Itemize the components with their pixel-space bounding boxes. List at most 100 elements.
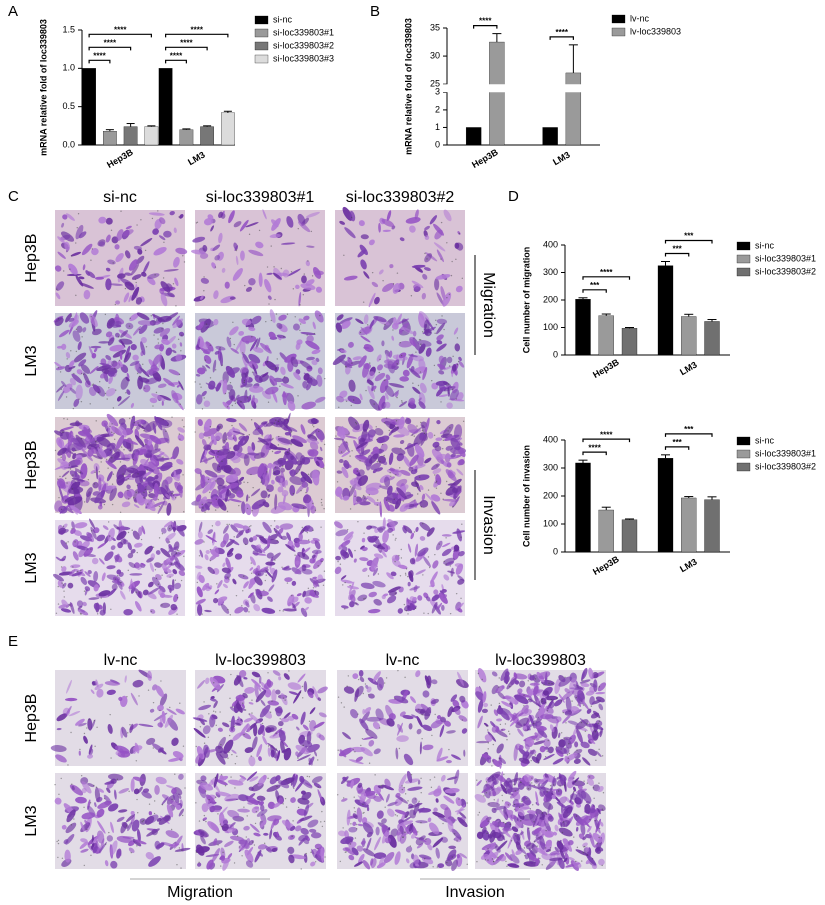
pore [351,450,353,452]
cell [195,373,201,377]
pore [83,806,85,809]
pore [62,584,65,586]
pore [90,259,92,261]
cell [101,572,106,582]
cell [213,290,219,300]
y-tick-label: 0.0 [62,139,75,149]
pore [179,403,181,405]
pore [537,762,540,764]
pore [598,782,600,784]
pore [301,685,304,688]
pore [515,835,517,837]
pore [551,682,553,685]
significance-bracket [88,59,111,64]
cell [200,295,204,300]
pore [280,267,283,270]
cell [427,431,434,439]
cell [58,527,67,535]
pore [246,815,248,817]
cell [224,281,230,289]
pore [507,804,510,806]
cell [369,319,375,329]
cell [87,569,92,575]
cell [434,445,442,452]
pore [199,718,201,720]
pore [211,525,214,527]
pore [354,495,356,498]
pore [365,389,367,392]
cell [381,550,387,558]
cell [339,220,346,225]
cell [248,278,256,286]
cell [399,469,411,476]
cell [399,439,405,445]
pore [442,448,444,450]
cell [341,438,350,453]
cell [373,598,382,606]
pore [203,819,205,822]
pore [284,797,287,800]
y-tick-label: 1.5 [62,24,75,34]
cell [207,529,213,535]
cell [281,535,288,540]
cell [388,350,393,358]
cell [146,276,156,286]
pore [424,432,426,434]
pore [205,790,207,792]
pore [384,323,386,326]
cell [306,486,309,493]
pore [354,549,356,552]
cell [60,231,75,242]
pore [421,430,424,432]
pore [93,483,96,485]
pore [362,692,365,695]
cell [129,313,139,322]
pore [428,566,431,569]
cell [378,269,384,275]
pore [230,367,232,369]
pore [181,849,183,851]
cell [149,608,156,614]
pore [176,549,179,551]
pore [155,391,158,394]
pore [153,334,155,336]
column-label: lv-loc399803 [495,652,586,669]
cell [129,578,133,592]
pore [196,581,199,584]
pore [442,822,444,825]
pore [80,569,82,572]
pore [91,530,93,532]
pore [273,527,276,530]
cell [358,355,367,368]
pore [335,435,337,437]
pore [242,702,244,704]
pore [440,401,442,403]
pore [455,258,457,261]
cell [281,392,289,398]
pore [57,318,60,320]
pore [377,573,380,575]
cell [214,255,221,261]
pore [568,752,571,755]
cell [398,340,413,348]
pore [392,534,394,536]
y-tick-label: 2 [435,104,440,114]
cell [149,397,158,404]
cell [123,608,133,616]
cell [377,364,383,371]
cell [222,562,226,567]
pore [394,592,397,594]
pore [90,548,92,550]
pore [67,764,69,766]
pore [379,448,381,450]
pore [161,328,163,330]
pore [181,814,184,817]
pore [364,497,366,499]
pore [135,491,137,493]
pore [383,682,386,684]
pore [499,723,502,726]
significance-bracket [549,36,574,40]
pore [420,821,422,824]
pore [271,700,273,702]
cell [255,570,264,577]
